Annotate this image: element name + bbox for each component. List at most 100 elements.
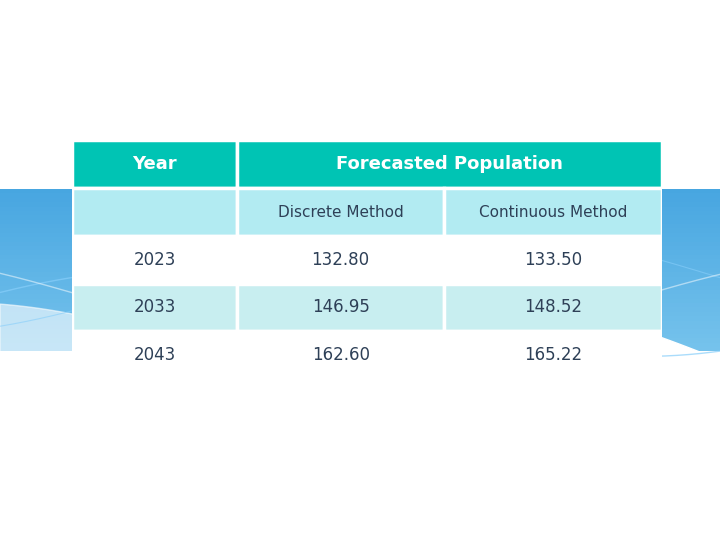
Bar: [0, 369, 720, 373]
Bar: [0, 228, 720, 233]
Bar: [72, 140, 238, 188]
Bar: [0, 303, 720, 307]
Bar: [0, 290, 720, 294]
Bar: [0, 430, 720, 435]
Bar: [0, 347, 720, 352]
Bar: [0, 294, 720, 299]
Bar: [0, 342, 720, 347]
Bar: [0, 391, 720, 395]
Bar: [444, 284, 662, 332]
Bar: [0, 505, 720, 509]
Bar: [0, 246, 720, 251]
Bar: [0, 251, 720, 255]
Bar: [0, 356, 720, 360]
Bar: [0, 321, 720, 325]
Bar: [0, 215, 720, 220]
Bar: [0, 299, 720, 303]
Text: Year: Year: [132, 156, 177, 173]
Bar: [0, 443, 720, 448]
Text: Continuous Method: Continuous Method: [479, 205, 627, 219]
Text: 148.52: 148.52: [524, 299, 582, 316]
Bar: [0, 509, 720, 514]
Bar: [0, 373, 720, 377]
Bar: [0, 255, 720, 259]
Bar: [72, 332, 238, 379]
Bar: [0, 325, 720, 329]
Bar: [0, 461, 720, 465]
Bar: [0, 329, 720, 334]
Bar: [0, 189, 720, 193]
Bar: [0, 387, 720, 391]
Bar: [0, 408, 720, 413]
Bar: [0, 211, 720, 215]
Bar: [0, 514, 720, 518]
Text: 2033: 2033: [133, 299, 176, 316]
Bar: [238, 188, 444, 236]
Text: 165.22: 165.22: [524, 346, 582, 364]
Bar: [0, 531, 720, 536]
Bar: [0, 426, 720, 430]
Bar: [72, 236, 238, 284]
Bar: [444, 188, 662, 236]
Bar: [0, 276, 720, 281]
Bar: [0, 360, 720, 364]
Bar: [0, 316, 720, 321]
Bar: [0, 268, 720, 272]
Bar: [0, 404, 720, 408]
Bar: [0, 465, 720, 470]
Bar: [0, 439, 720, 443]
Bar: [0, 241, 720, 246]
Text: …solution (comparison of results): …solution (comparison of results): [43, 83, 512, 111]
Bar: [0, 307, 720, 312]
Bar: [0, 417, 720, 422]
Bar: [0, 364, 720, 369]
Bar: [0, 518, 720, 523]
Text: 133.50: 133.50: [524, 251, 582, 269]
Bar: [0, 338, 720, 342]
Bar: [0, 334, 720, 338]
Bar: [0, 536, 720, 540]
Bar: [238, 140, 662, 188]
Bar: [0, 351, 720, 540]
Bar: [0, 483, 720, 487]
Text: 162.60: 162.60: [312, 346, 369, 364]
Bar: [72, 284, 238, 332]
Bar: [0, 198, 720, 202]
Bar: [0, 193, 720, 198]
Text: 2043: 2043: [133, 346, 176, 364]
Bar: [0, 264, 720, 268]
Bar: [0, 527, 720, 531]
Bar: [0, 478, 720, 483]
Bar: [0, 492, 720, 496]
Bar: [0, 435, 720, 439]
Bar: [0, 259, 720, 264]
Text: 146.95: 146.95: [312, 299, 369, 316]
Bar: [0, 281, 720, 286]
Bar: [0, 453, 720, 457]
Bar: [0, 312, 720, 316]
Bar: [0, 413, 720, 417]
Bar: [0, 457, 720, 461]
Text: 132.80: 132.80: [312, 251, 369, 269]
Bar: [0, 470, 720, 474]
Bar: [238, 236, 444, 284]
Bar: [0, 286, 720, 290]
Bar: [0, 474, 720, 478]
Bar: [0, 237, 720, 241]
Bar: [0, 352, 720, 356]
Bar: [0, 400, 720, 404]
Bar: [0, 523, 720, 527]
Bar: [0, 272, 720, 276]
Text: 2023: 2023: [133, 251, 176, 269]
Text: Discrete Method: Discrete Method: [278, 205, 403, 219]
Bar: [0, 220, 720, 224]
Bar: [0, 422, 720, 426]
Bar: [238, 332, 444, 379]
Bar: [0, 487, 720, 492]
Bar: [0, 382, 720, 387]
Bar: [0, 377, 720, 382]
Bar: [444, 332, 662, 379]
Bar: [0, 501, 720, 505]
Bar: [0, 202, 720, 206]
Text: Forecasted Population: Forecasted Population: [336, 156, 563, 173]
